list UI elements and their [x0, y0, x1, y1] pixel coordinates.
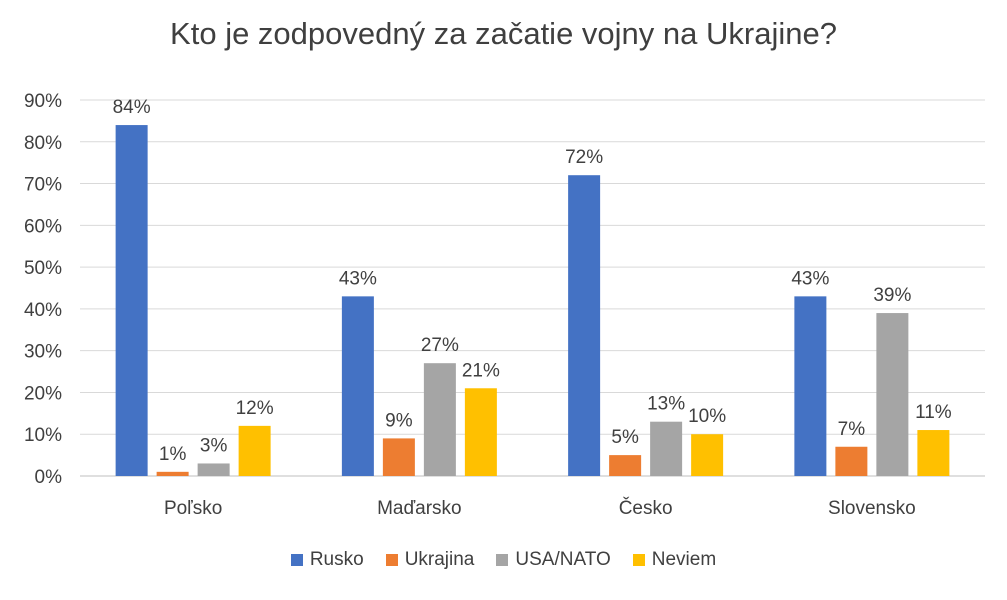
data-label: 9%	[385, 410, 413, 431]
data-label: 84%	[113, 97, 151, 118]
y-tick-label: 10%	[24, 425, 62, 446]
y-tick-label: 20%	[24, 383, 62, 404]
bar-neviem	[464, 388, 497, 476]
y-tick-label: 80%	[24, 133, 62, 154]
bar-neviem	[917, 430, 950, 476]
x-category-label: Maďarsko	[377, 498, 462, 519]
y-tick-label: 50%	[24, 258, 62, 279]
data-label: 43%	[339, 268, 377, 289]
x-category-label: Slovensko	[828, 498, 916, 519]
legend-item: USA/NATO	[496, 549, 611, 571]
legend-swatch	[496, 554, 509, 566]
legend-item: Rusko	[290, 549, 364, 571]
chart-legend: Rusko Ukrajina USA/NATO Neviem	[0, 549, 1007, 571]
legend-label: Neviem	[651, 549, 717, 570]
data-label: 27%	[421, 335, 459, 356]
data-label: 3%	[200, 435, 228, 456]
legend-swatch	[632, 554, 645, 566]
bar-rusko	[794, 296, 827, 476]
bar-usa-nato	[423, 363, 456, 476]
data-label: 13%	[647, 394, 685, 415]
bar-rusko	[568, 175, 601, 476]
data-label: 5%	[611, 427, 639, 448]
x-category-label: Česko	[619, 497, 673, 519]
bar-ukrajina	[156, 471, 189, 476]
data-label: 11%	[915, 402, 952, 423]
bar-ukrajina	[609, 455, 642, 476]
data-label: 39%	[873, 285, 911, 306]
data-label: 7%	[838, 419, 866, 440]
bar-usa-nato	[876, 313, 909, 476]
data-label: 43%	[791, 268, 829, 289]
data-label: 12%	[236, 398, 274, 419]
data-label: 21%	[462, 360, 500, 381]
data-label: 1%	[159, 444, 187, 465]
legend-swatch	[290, 554, 303, 566]
y-tick-label: 0%	[35, 467, 63, 488]
bar-neviem	[691, 434, 724, 476]
x-category-label: Poľsko	[164, 498, 222, 519]
legend-swatch	[385, 554, 398, 566]
bar-usa-nato	[650, 421, 683, 476]
legend-item: Neviem	[632, 549, 717, 571]
legend-label: USA/NATO	[515, 549, 611, 570]
data-label: 10%	[688, 406, 726, 427]
y-tick-label: 40%	[24, 300, 62, 321]
legend-label: Rusko	[309, 549, 364, 570]
bar-rusko	[341, 296, 374, 476]
bar-neviem	[238, 425, 271, 476]
y-tick-label: 60%	[24, 216, 62, 237]
y-tick-label: 30%	[24, 342, 62, 363]
bar-usa-nato	[197, 463, 230, 476]
chart-title: Kto je zodpovedný za začatie vojny na Uk…	[170, 16, 837, 51]
bar-ukrajina	[835, 446, 868, 476]
data-label: 72%	[565, 147, 603, 168]
bar-rusko	[115, 125, 148, 477]
y-tick-label: 90%	[24, 91, 62, 112]
legend-item: Ukrajina	[385, 549, 475, 571]
y-tick-label: 70%	[24, 175, 62, 196]
legend-label: Ukrajina	[404, 549, 475, 570]
bar-ukrajina	[382, 438, 415, 476]
